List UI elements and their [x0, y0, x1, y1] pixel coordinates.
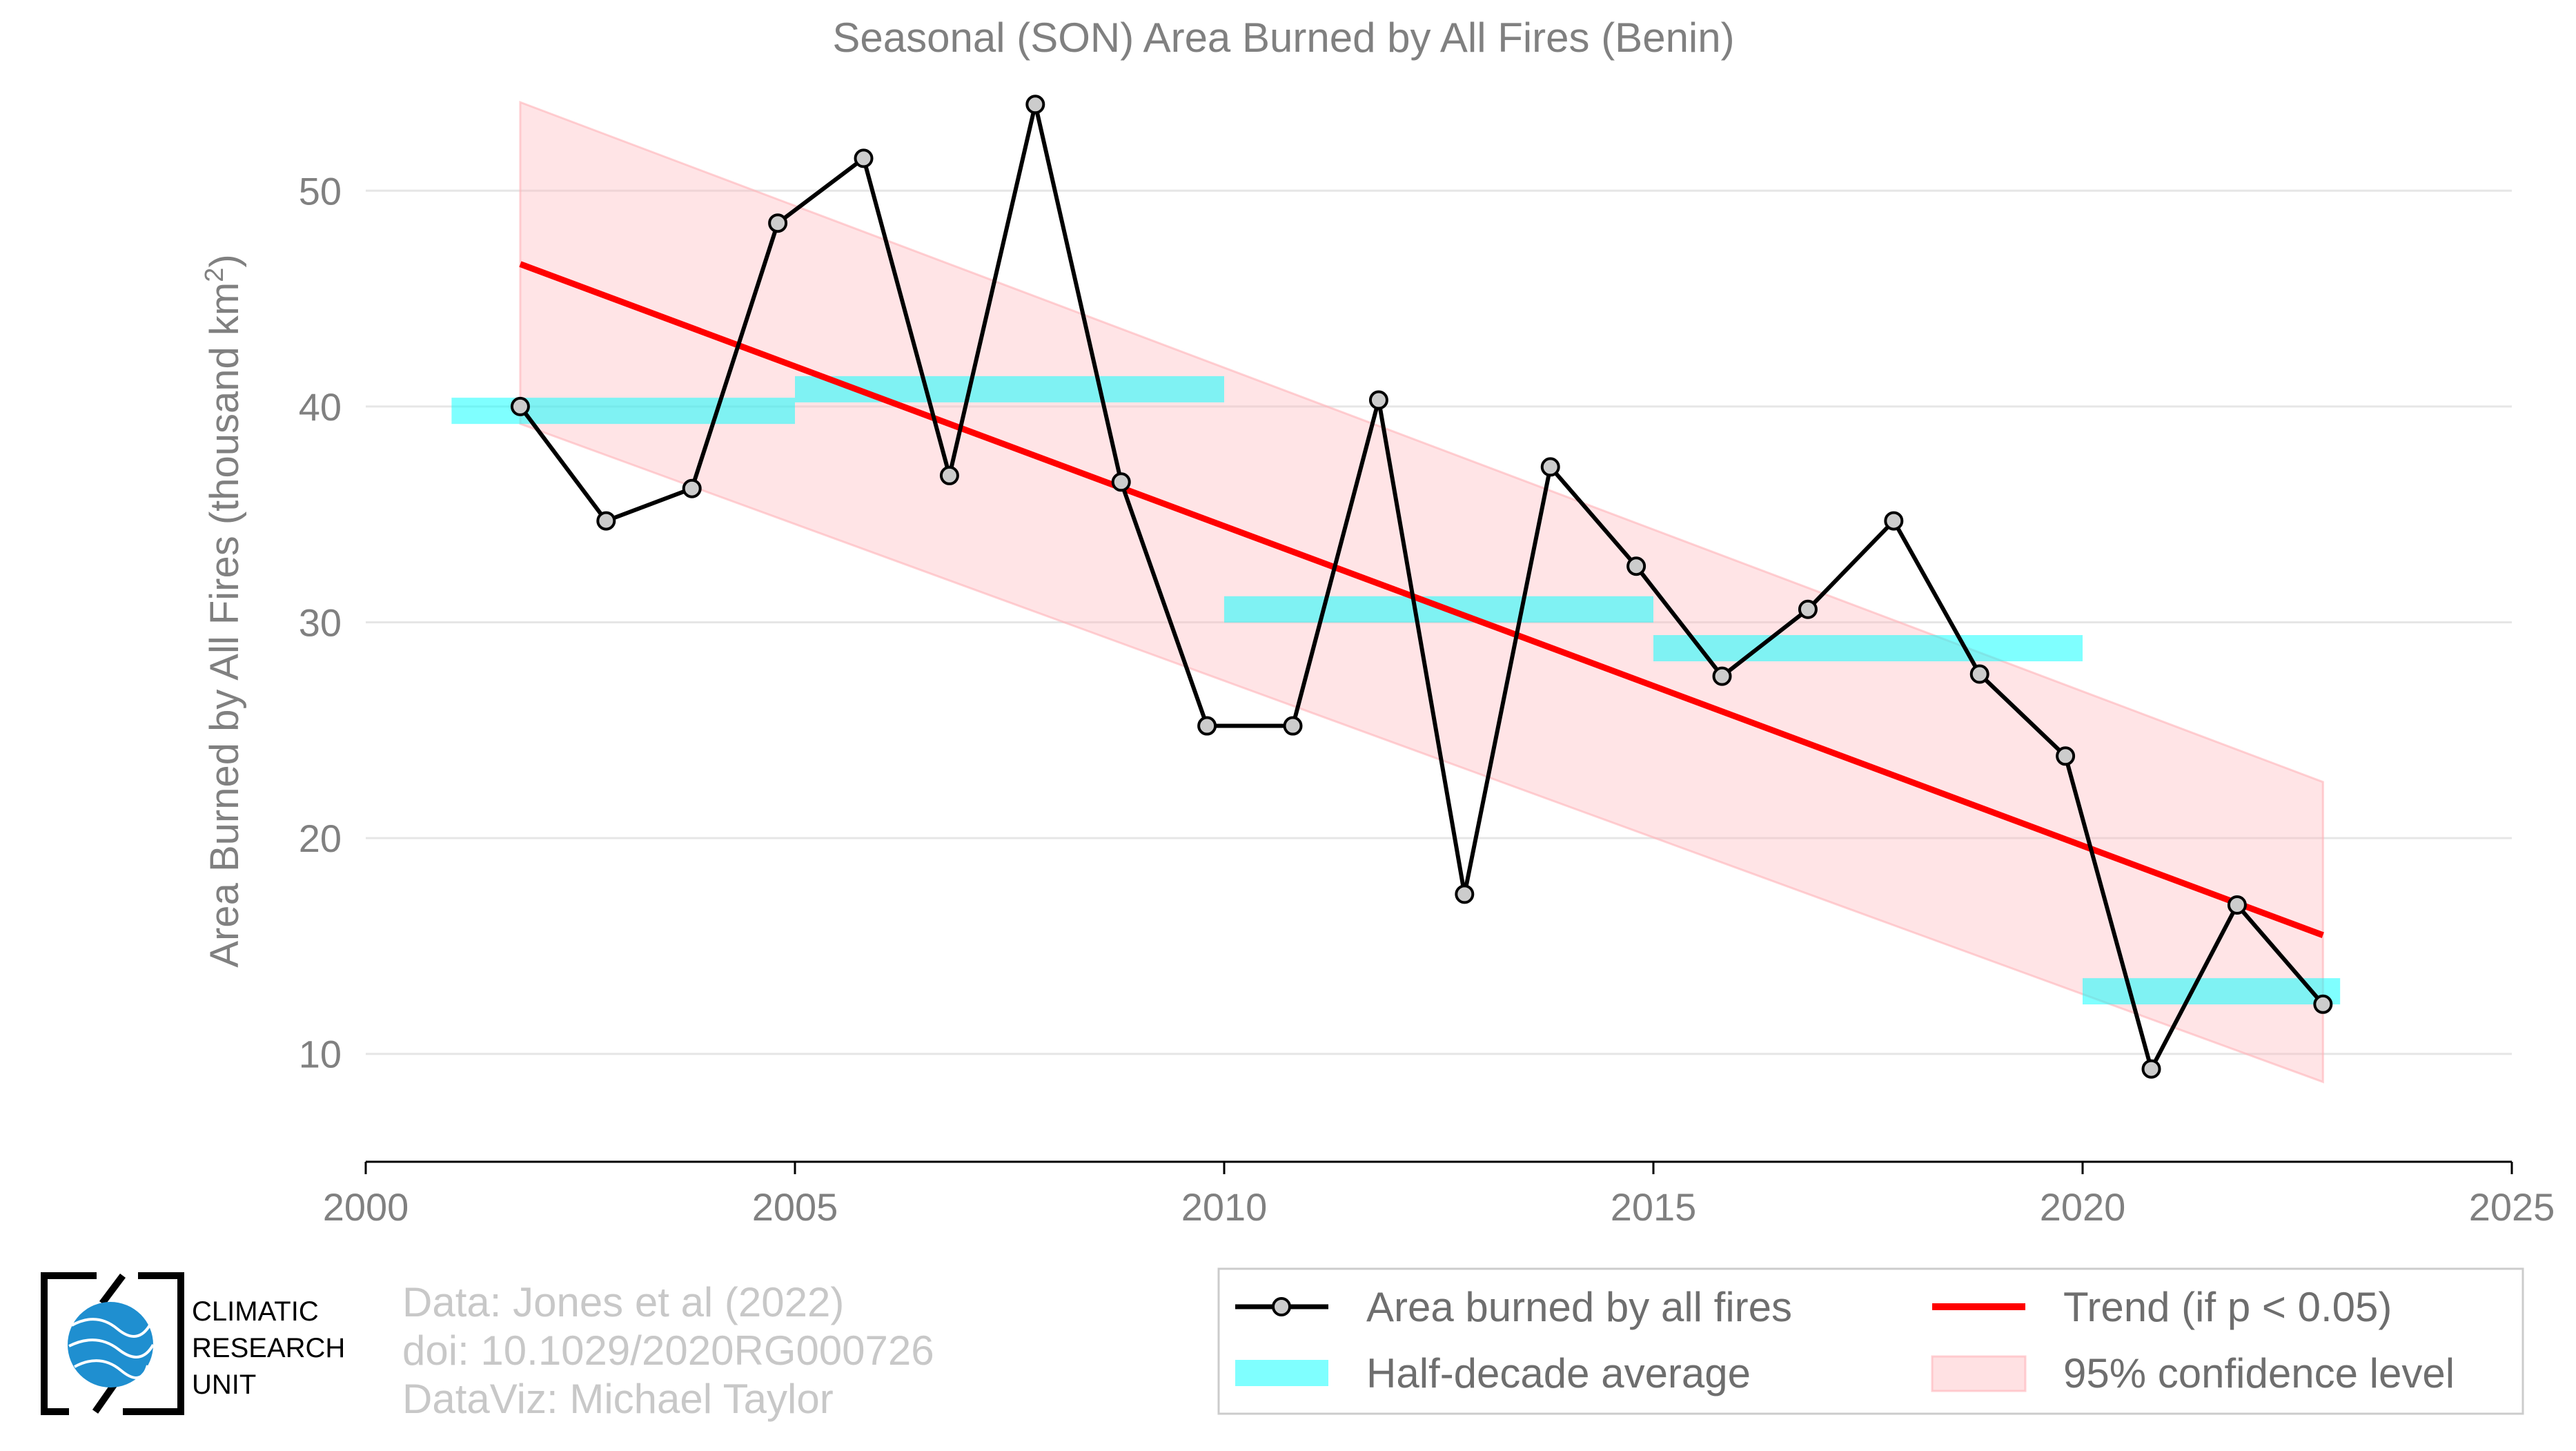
data-point-0: [510, 396, 530, 416]
y-axis-label: Area Burned by All Fires (thousand km2): [200, 254, 247, 967]
logo-bracket-right: [123, 1272, 184, 1415]
legend-series-marker: [1272, 1297, 1291, 1316]
series-line-0: [518, 102, 2325, 1071]
half-decade-bar-0: [451, 398, 795, 425]
half-decade-bars: [451, 376, 2341, 1005]
logo-slash-top: [99, 1274, 126, 1305]
data-point-4: [854, 148, 874, 168]
confidence-band: [519, 100, 2324, 1084]
y-axis-label-end: ): [202, 254, 247, 267]
legend-half-decade-swatch: [1235, 1360, 1328, 1386]
logo-text-unit: UNIT: [192, 1370, 257, 1400]
y-tick-label-40: 40: [299, 385, 342, 429]
x-tick-label-2010: 2010: [1181, 1185, 1268, 1229]
data-point-1: [596, 511, 616, 531]
x-tick-label-2025: 2025: [2469, 1185, 2555, 1229]
data-point-7: [1111, 472, 1131, 492]
legend-confidence-swatch: [1931, 1355, 2027, 1392]
data-point-15: [1798, 599, 1818, 619]
legend-frame: [1217, 1267, 2524, 1415]
globe-wave-3: [74, 1359, 149, 1379]
data-point-9: [1283, 716, 1303, 736]
data-point-16: [1884, 511, 1904, 531]
data-point-3: [768, 213, 788, 233]
y-tick-label-50: 50: [299, 169, 342, 213]
half-decade-bar-1: [795, 376, 1224, 402]
y-axis-label-sup: 2: [200, 268, 229, 282]
data-point-11: [1455, 884, 1475, 904]
data-point-12: [1540, 457, 1560, 477]
axes: 10 20 30 40 50 2000 2005 2010 2015 2020 2025: [299, 169, 2555, 1229]
globe-wave-2: [68, 1338, 155, 1359]
trend-line-group: [519, 261, 2324, 938]
legend-half-decade-label: Half-decade average: [1366, 1350, 1751, 1396]
data-point-17: [1969, 664, 1989, 684]
y-tick-label-30: 30: [299, 601, 342, 645]
logo-text-climatic: CLIMATIC: [192, 1296, 319, 1327]
confidence-band-area: [519, 100, 2324, 1084]
data-point-6: [1025, 95, 1045, 115]
data-point-5: [939, 465, 959, 485]
credit-doi: doi: 10.1029/2020RG000726: [402, 1327, 934, 1374]
legend-series-label: Area burned by all fires: [1366, 1284, 1792, 1330]
trend-line: [519, 261, 2324, 938]
credit-data: Data: Jones et al (2022): [402, 1279, 845, 1325]
credit-dataviz: DataViz: Michael Taylor: [402, 1376, 834, 1422]
globe-wave-1: [71, 1318, 152, 1338]
data-point-18: [2056, 746, 2076, 766]
legend: Area burned by all fires Half-decade ave…: [1217, 1267, 2524, 1415]
data-point-14: [1712, 666, 1732, 686]
cru-logo: [41, 1272, 184, 1415]
logo-text-research: RESEARCH: [192, 1333, 346, 1363]
data-point-2: [682, 478, 702, 498]
chart-title: Seasonal (SON) Area Burned by All Fires …: [832, 14, 1734, 61]
logo-bracket-left: [41, 1272, 97, 1415]
data-point-8: [1197, 716, 1217, 736]
half-decade-bar-2: [1224, 596, 1653, 623]
y-tick-label-10: 10: [299, 1033, 342, 1076]
logo-slash-bottom: [92, 1382, 118, 1414]
legend-trend-label: Trend (if p < 0.05): [2063, 1284, 2392, 1330]
legend-confidence-label: 95% confidence level: [2063, 1350, 2455, 1396]
data-point-21: [2313, 994, 2333, 1014]
half-decade-bar-3: [1653, 635, 2083, 662]
y-axis-label-main: Area Burned by All Fires (thousand km: [202, 282, 247, 968]
data-point-10: [1368, 390, 1388, 410]
data-point-19: [2141, 1059, 2161, 1079]
x-tick-label-2000: 2000: [323, 1185, 409, 1229]
x-tick-label-2005: 2005: [752, 1185, 838, 1229]
x-tick-label-2020: 2020: [2040, 1185, 2126, 1229]
series-group: [510, 95, 2333, 1079]
data-point-13: [1626, 556, 1646, 576]
y-tick-label-20: 20: [299, 817, 342, 860]
x-tick-label-2015: 2015: [1611, 1185, 1697, 1229]
data-point-20: [2227, 895, 2247, 915]
